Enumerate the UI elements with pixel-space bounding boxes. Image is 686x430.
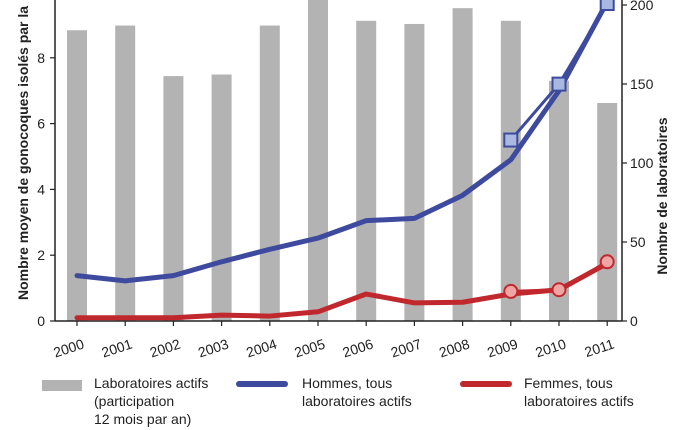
bar-2011	[597, 102, 618, 322]
bars-layer	[67, 0, 618, 322]
legend-men-line-1: Hommes, tous	[302, 375, 393, 391]
y-axis-title: Nombre moyen de gonocoques isolés par la	[15, 6, 31, 300]
legend-men: Hommes, tous laboratoires actifs	[236, 374, 446, 410]
y2-tick-label-150: 150	[630, 76, 654, 92]
legend-bars-line-3: 12 mois par an)	[94, 411, 192, 427]
x-tick-label-2004: 2004	[244, 336, 279, 361]
y-tick-label-0: 0	[37, 313, 45, 329]
legend-women-swatch	[460, 381, 512, 387]
marker-femmes-2009	[503, 283, 519, 299]
marker-hommes-2009	[503, 132, 519, 148]
legend-men-swatch	[236, 381, 288, 387]
marker-hommes-2011	[599, 0, 615, 12]
bar-2010	[549, 80, 569, 321]
x-tick-label-2007: 2007	[389, 336, 424, 361]
bar-2008	[452, 8, 473, 321]
marker-hommes-2010	[551, 76, 567, 92]
markers-layer	[503, 0, 615, 299]
legend-men-line-2: laboratoires actifs	[302, 393, 412, 409]
bar-2003	[211, 74, 232, 322]
bar-2000	[67, 30, 87, 322]
bar-2006	[356, 20, 377, 322]
y-tick-label-2: 2	[37, 247, 45, 263]
bar-2002	[163, 76, 184, 321]
legend-bars: Laboratoires actifs (participation 12 mo…	[40, 374, 250, 428]
x-tick-label-2002: 2002	[148, 336, 183, 361]
x-tick-label-2008: 2008	[437, 336, 472, 361]
bar-2005	[308, 0, 328, 322]
x-tick-label-2010: 2010	[533, 336, 568, 361]
y-tick-label-4: 4	[37, 181, 45, 197]
bar-2004	[259, 25, 280, 321]
y2-tick-label-50: 50	[630, 234, 646, 250]
legend-women-line-2: laboratoires actifs	[524, 393, 634, 409]
marker-femmes-2010	[551, 282, 567, 298]
lines-layer	[74, 0, 610, 321]
bar-2009	[500, 20, 521, 322]
marker-femmes-2011	[599, 254, 615, 270]
bar-2001	[115, 25, 136, 321]
y2-tick-label-200: 200	[630, 0, 654, 13]
y-tick-label-6: 6	[37, 116, 45, 132]
x-tick-label-2005: 2005	[292, 336, 327, 361]
y2-axis-title: Nombre de laboratoires	[654, 117, 670, 274]
legend-bars-line-1: Laboratoires actifs	[94, 375, 209, 391]
y2-tick-label-100: 100	[630, 155, 654, 171]
legend-bars-line-2: (participation	[94, 393, 175, 409]
legend-women: Femmes, tous laboratoires actifs	[460, 374, 680, 410]
x-tick-label-2003: 2003	[196, 336, 231, 361]
axes-layer	[54, 0, 623, 322]
series-line-femmes	[74, 260, 610, 321]
x-tick-label-2001: 2001	[100, 336, 135, 361]
legend-women-line-1: Femmes, tous	[524, 375, 613, 391]
x-tick-label-2006: 2006	[341, 336, 376, 361]
legend-bars-swatch	[42, 380, 82, 391]
bar-2007	[404, 23, 425, 322]
y2-tick-label-0: 0	[630, 313, 638, 329]
series-line-hommes	[74, 0, 610, 284]
x-tick-label-2009: 2009	[485, 336, 520, 361]
x-tick-label-2000: 2000	[51, 336, 86, 361]
y-tick-label-8: 8	[37, 50, 45, 66]
x-tick-label-2011: 2011	[583, 336, 617, 361]
